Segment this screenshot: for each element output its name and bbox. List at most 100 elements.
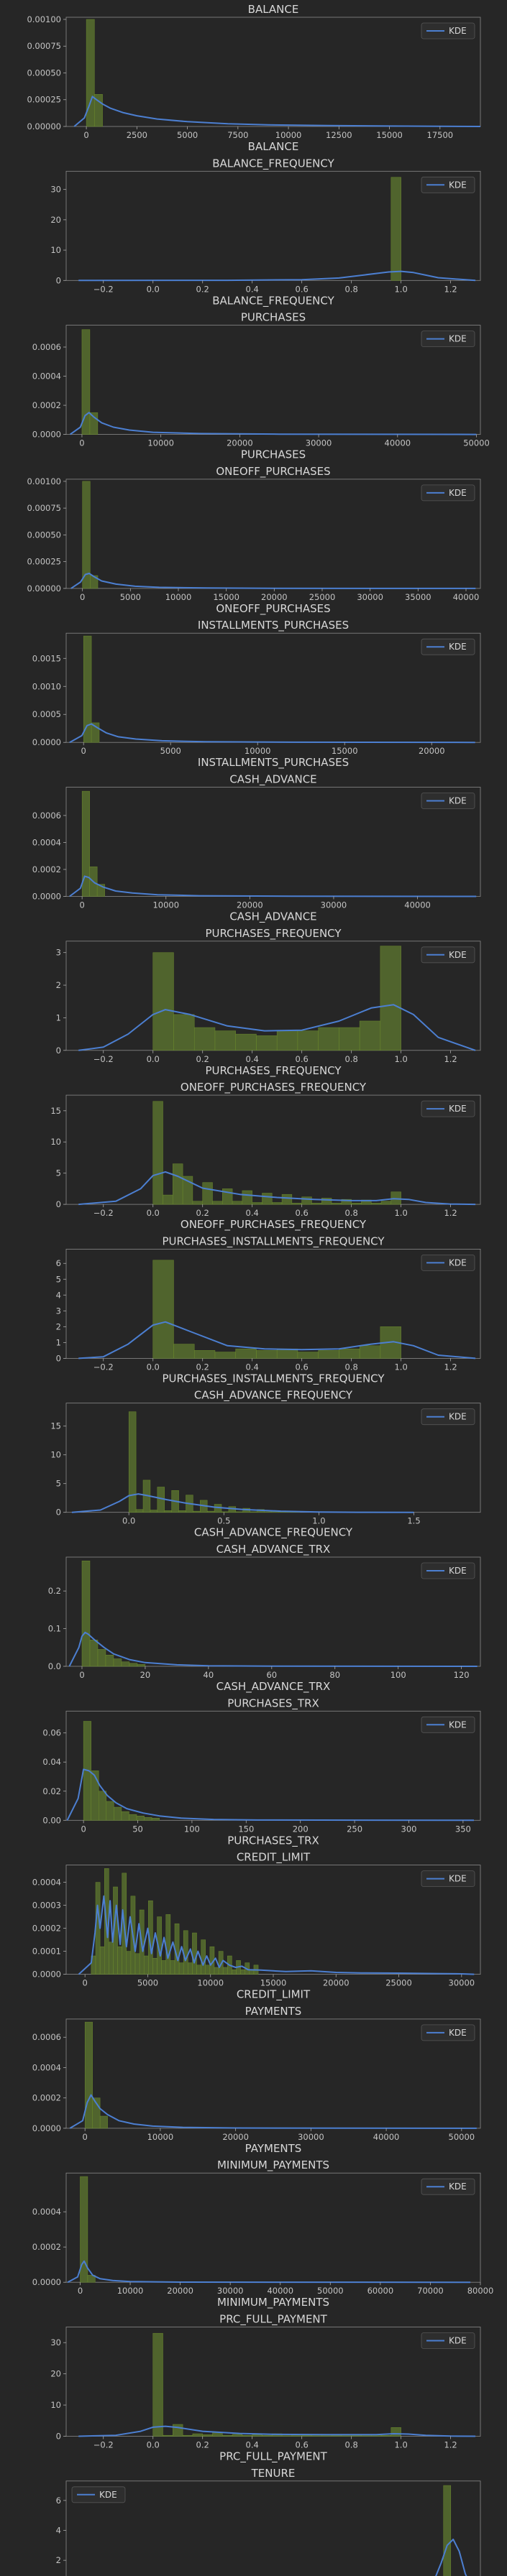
legend-frame: [421, 2178, 475, 2195]
histogram-bar: [235, 1033, 257, 1051]
y-tick-label: 0.0000: [32, 737, 61, 747]
y-tick-label: 0.0002: [32, 2242, 61, 2252]
histogram-bar: [193, 1350, 216, 1359]
chart-oneoff-purchases: 0 5000 10000 15000 20000 25000 30000 35000 40000…: [27, 465, 481, 616]
histogram-bar: [121, 1811, 129, 1821]
y-tick-label: 20: [50, 2369, 61, 2379]
chart-title: TENURE: [251, 2467, 296, 2480]
histogram-bar: [192, 2433, 203, 2437]
x-axis-label: CASH_ADVANCE_TRX: [216, 1680, 331, 1694]
chart-title: CASH_ADVANCE: [229, 773, 316, 787]
y-tick-label: 0.0003: [32, 1901, 61, 1911]
histogram-bar: [281, 1194, 293, 1205]
chart-balance-frequency: −0.2 0.0 0.2 0.4 0.6 0.8 1.0 1.2 0 10 20 30 BALANCE_…: [50, 157, 481, 308]
y-tick-label: 0.0: [48, 1661, 61, 1671]
histogram-bar: [235, 1348, 257, 1359]
x-tick-label: 30000: [321, 900, 347, 910]
axes-frame: [65, 17, 481, 127]
x-tick-label: 5000: [160, 746, 181, 756]
histogram-bar: [163, 1194, 173, 1205]
legend-label: KDE: [449, 2336, 467, 2346]
histogram-bar: [173, 1344, 195, 1359]
histogram-bar: [380, 1201, 392, 1205]
histogram-bar: [163, 2434, 173, 2437]
y-tick-label: 30: [50, 2337, 61, 2348]
chart-title: CASH_ADVANCE_TRX: [216, 1543, 331, 1556]
legend-frame: [421, 793, 475, 809]
legend-frame: [421, 331, 475, 348]
axes-frame: [65, 1710, 481, 1821]
legend-frame: [421, 22, 475, 40]
x-tick-label: −0.2: [93, 1054, 114, 1064]
histogram-bar: [202, 2434, 213, 2437]
histogram-bar: [128, 1411, 137, 1513]
legend-frame: [421, 946, 475, 964]
legend-label: KDE: [449, 334, 467, 344]
x-tick-label: 10000: [165, 592, 192, 602]
histogram-bar: [92, 2097, 101, 2129]
histogram-bar: [89, 1640, 99, 1667]
chart-title: PURCHASES_TRX: [227, 1696, 319, 1710]
x-tick-label: 1.0: [394, 1208, 407, 1218]
y-tick-label: 5: [56, 1479, 61, 1489]
y-tick-label: 4: [56, 2526, 61, 2536]
chart-title: ONEOFF_PURCHASES_FREQUENCY: [181, 1081, 367, 1094]
legend-frame: [421, 2332, 475, 2349]
histogram-bar: [126, 1951, 132, 1975]
axes-frame: [65, 632, 481, 743]
x-tick-label: 0.4: [246, 1054, 259, 1064]
y-tick-label: 1: [56, 1012, 61, 1022]
x-tick-label: 40000: [373, 2132, 400, 2142]
x-tick-label: 0: [83, 2132, 88, 2142]
histogram-bar: [129, 1663, 138, 1667]
histogram-bar: [99, 2115, 108, 2129]
histogram-bar: [291, 1203, 302, 1205]
histogram-bar: [232, 1969, 237, 1975]
y-tick-label: 0.0006: [32, 811, 61, 821]
x-tick-label: 30000: [298, 2132, 324, 2142]
histogram-bar: [98, 1791, 107, 1821]
histogram-bar: [91, 722, 100, 743]
legend: KDE: [421, 484, 475, 502]
x-tick-label: 50: [132, 1824, 143, 1834]
y-tick-label: 0.0000: [32, 1970, 61, 1980]
y-tick-label: 2: [56, 1321, 61, 1331]
histogram-bar: [89, 412, 99, 435]
x-tick-label: 10000: [147, 438, 174, 448]
y-tick-label: 20: [50, 215, 61, 225]
x-tick-label: 5000: [120, 592, 141, 602]
histogram-bar: [113, 1658, 122, 1667]
x-axis-label: PAYMENTS: [245, 2142, 302, 2155]
legend-label: KDE: [449, 796, 467, 806]
legend-frame: [71, 2486, 126, 2503]
legend: KDE: [421, 946, 475, 964]
histogram-bar: [235, 1511, 243, 1513]
x-tick-label: 0.2: [196, 1208, 209, 1218]
histogram-bar: [192, 1201, 203, 1205]
x-tick-label: 350: [455, 1824, 471, 1834]
x-tick-label: 30000: [357, 592, 383, 602]
legend-label: KDE: [449, 1257, 467, 1268]
chart-title: PAYMENTS: [245, 2005, 302, 2018]
legend-label: KDE: [449, 1874, 467, 1884]
histogram-bar: [136, 1815, 145, 1821]
legend-label: KDE: [449, 26, 467, 36]
legend-label: KDE: [449, 1566, 467, 1576]
x-tick-label: 20000: [167, 2286, 193, 2296]
x-tick-label: 17500: [427, 130, 454, 140]
chart-title: INSTALLMENTS_PURCHASES: [198, 619, 349, 632]
histogram-bar: [157, 1916, 162, 1975]
axes-frame: [65, 1249, 481, 1359]
y-tick-label: 0.02: [42, 1786, 61, 1796]
chart-purchases-installments-frequency: −0.2 0.0 0.2 0.4 0.6 0.8 1.0 1.2 0 1 2 3 4 5 6 PURCHASE…: [56, 1234, 481, 1385]
x-tick-label: 0: [79, 1670, 84, 1680]
y-tick-label: 10: [50, 2400, 61, 2410]
x-tick-label: 15000: [213, 592, 239, 602]
y-tick-label: 0: [56, 1045, 61, 1056]
histogram-bar: [341, 2435, 352, 2437]
histogram-bar: [134, 1953, 140, 1975]
axes-frame: [65, 941, 481, 1051]
kde-line: [78, 1321, 476, 1359]
y-tick-label: 6: [56, 2496, 61, 2506]
x-tick-label: 0.0: [147, 2440, 160, 2450]
